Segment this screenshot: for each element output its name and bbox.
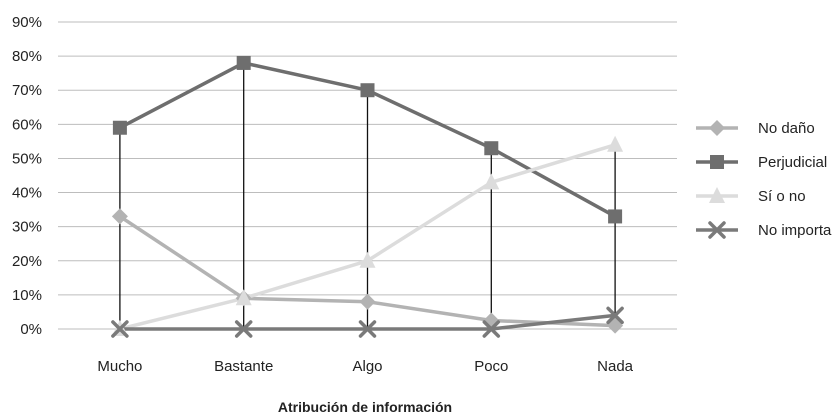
y-tick-label: 40% xyxy=(12,185,42,202)
y-tick-label: 80% xyxy=(12,48,42,65)
y-tick-label: 0% xyxy=(20,321,42,338)
legend-item: No importa xyxy=(696,221,832,239)
x-axis-title: Atribución de información xyxy=(278,399,452,415)
y-tick-label: 90% xyxy=(12,14,42,31)
legend-marker-x xyxy=(708,221,726,239)
data-point-triangle xyxy=(235,289,252,306)
legend-marker-diamond xyxy=(709,120,725,136)
data-point-triangle xyxy=(483,173,500,190)
series-markers xyxy=(111,55,624,338)
x-tick-label: Algo xyxy=(352,358,382,375)
legend-item: Perjudicial xyxy=(696,154,827,171)
y-tick-label: 30% xyxy=(12,219,42,236)
data-point-square xyxy=(236,55,251,70)
x-tick-label: Poco xyxy=(474,358,508,375)
x-tick-label: Nada xyxy=(597,358,634,375)
legend-marker-square xyxy=(710,155,724,169)
y-tick-label: 20% xyxy=(12,253,42,270)
data-point-x xyxy=(234,320,253,338)
data-point-x xyxy=(606,306,624,325)
legend-label: Perjudicial xyxy=(758,154,827,171)
data-point-square xyxy=(484,141,499,156)
x-tick-label: Mucho xyxy=(97,358,142,375)
legend-marker-triangle xyxy=(709,187,725,203)
y-tick-label: 70% xyxy=(12,82,42,99)
data-point-x xyxy=(358,320,377,338)
data-point-square xyxy=(112,120,127,135)
data-point-square xyxy=(360,83,375,98)
data-point-diamond xyxy=(483,312,500,329)
y-axis-tick-labels: 0% 10% 20% 30% 40% 50% 60% 70% 80% 90% xyxy=(12,14,42,338)
data-point-diamond xyxy=(359,293,376,310)
drop-lines xyxy=(119,62,616,329)
y-tick-label: 60% xyxy=(12,116,42,133)
legend: No daño Perjudicial Sí o no No importa xyxy=(696,120,832,239)
x-tick-label: Bastante xyxy=(214,358,273,375)
data-point-x xyxy=(482,320,501,338)
legend-item: No daño xyxy=(696,120,815,137)
legend-item: Sí o no xyxy=(696,187,806,205)
data-point-square xyxy=(608,209,623,224)
legend-label: Sí o no xyxy=(758,188,806,205)
legend-label: No importa xyxy=(758,222,832,239)
data-point-diamond xyxy=(111,208,128,225)
y-tick-label: 50% xyxy=(12,150,42,167)
data-point-x xyxy=(111,320,129,338)
legend-label: No daño xyxy=(758,120,815,137)
data-point-triangle xyxy=(607,135,624,152)
x-axis-tick-labels: Mucho Bastante Algo Poco Nada xyxy=(97,358,633,375)
data-point-triangle xyxy=(359,251,376,268)
y-tick-label: 10% xyxy=(12,287,42,304)
